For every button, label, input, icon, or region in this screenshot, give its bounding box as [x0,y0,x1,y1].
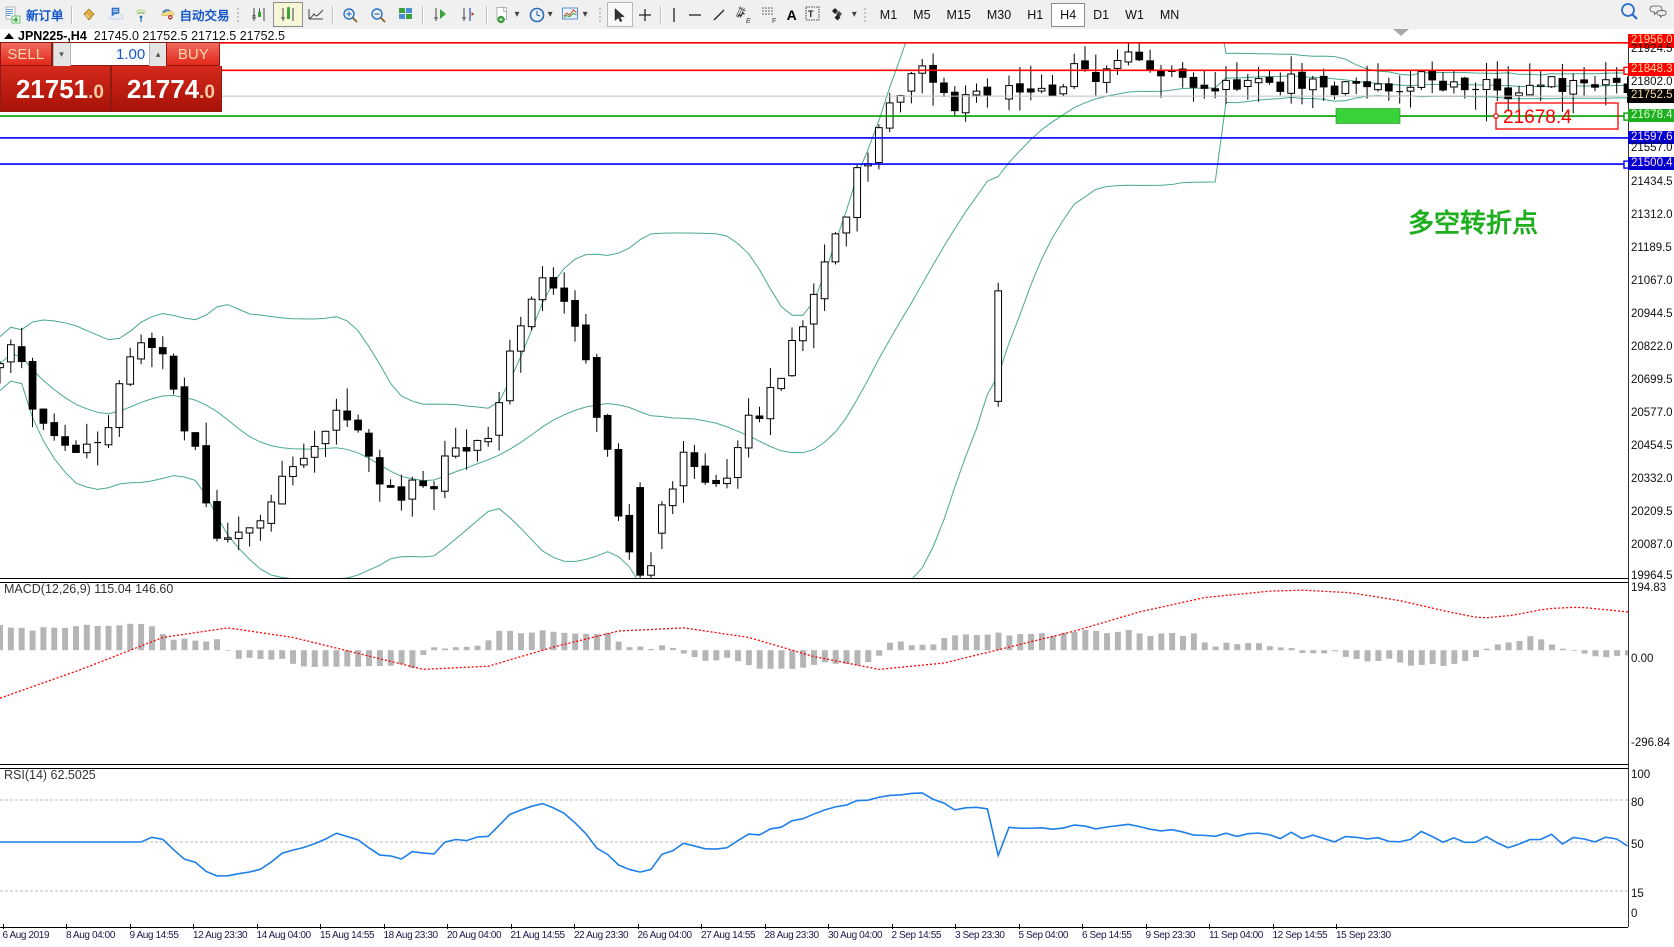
svg-text:T: T [808,9,814,19]
svg-text:E: E [746,18,751,24]
svg-text:F: F [772,18,776,24]
svg-text:多空转折点: 多空转折点 [1408,208,1538,238]
svg-text:21678.4: 21678.4 [1503,107,1572,128]
